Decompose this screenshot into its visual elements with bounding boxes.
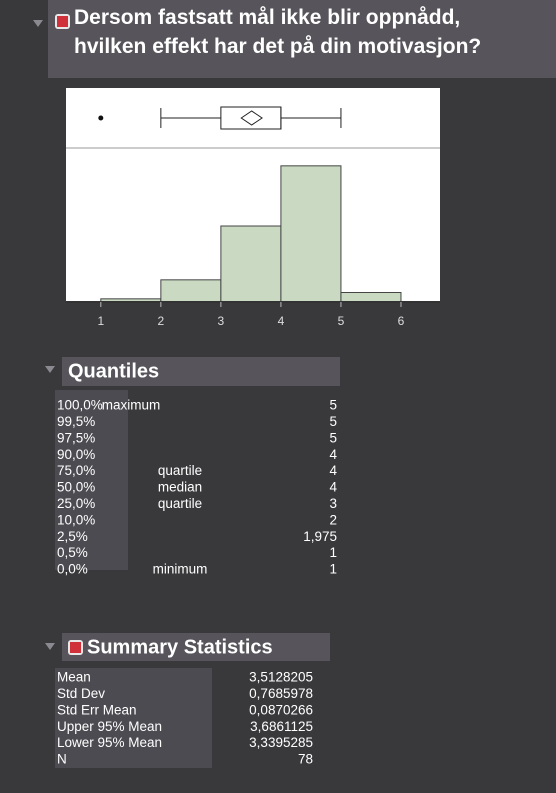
summary-header (62, 633, 330, 661)
summary-value: 3,3395285 (249, 735, 313, 750)
quantile-value: 4 (329, 480, 337, 495)
histogram-bar (160, 279, 222, 303)
x-tick-label: 6 (398, 314, 405, 328)
summary-name: N (57, 752, 67, 767)
quantile-value: 5 (329, 398, 337, 413)
x-tick-label: 3 (218, 314, 225, 328)
x-tick-label: 1 (97, 314, 104, 328)
summary-name: Mean (57, 670, 91, 685)
quantile-value: 1 (329, 562, 337, 577)
quantile-pct: 90,0% (57, 447, 95, 462)
summary-name: Std Dev (57, 686, 105, 701)
histogram-bar (340, 292, 402, 303)
disclosure[interactable] (45, 643, 55, 650)
histogram-bar (220, 225, 282, 303)
quantile-value: 1,975 (303, 529, 337, 544)
quantile-label: median (158, 480, 202, 495)
summary-col (55, 668, 212, 768)
summary-value: 78 (298, 752, 313, 767)
quantile-value: 1 (329, 545, 337, 560)
quantile-pct: 99,5% (57, 414, 95, 429)
quantiles-header (62, 357, 340, 386)
title-line: Dersom fastsatt mål ikke blir oppnådd, (74, 6, 460, 29)
quantile-label: quartile (158, 496, 202, 511)
quantile-label: minimum (153, 562, 208, 577)
summary-value: 0,0870266 (249, 702, 313, 717)
quantile-value: 5 (329, 430, 337, 445)
summary-value: 3,6861125 (250, 719, 313, 734)
outlier (98, 115, 104, 121)
title-line: hvilken effekt har det på din motivasjon… (74, 35, 481, 58)
summary-name: Lower 95% Mean (57, 735, 162, 750)
x-tick-label: 5 (338, 314, 345, 328)
quantile-pct: 0,0% (57, 562, 88, 577)
quantile-pct: 0,5% (57, 545, 88, 560)
quantile-pct: 25,0% (57, 496, 95, 511)
quantile-label: quartile (158, 463, 202, 478)
summary-value: 0,7685978 (249, 686, 313, 701)
mean-diamond (240, 110, 263, 126)
menu-icon-red (70, 642, 81, 653)
x-tick-label: 4 (278, 314, 285, 328)
quantile-value: 2 (329, 512, 337, 527)
summary-name: Upper 95% Mean (57, 719, 162, 734)
quantile-pct: 10,0% (57, 512, 95, 527)
summary-value: 3,5128205 (249, 670, 313, 685)
quantiles-title: Quantiles (68, 360, 159, 382)
title: Dersom fastsatt mål ikke blir oppnådd, hv… (74, 6, 481, 58)
disclosure[interactable] (33, 20, 43, 27)
quantile-value: 4 (329, 463, 337, 478)
menu-icon-red (57, 16, 68, 27)
disclosure[interactable] (45, 366, 55, 373)
x-tick-label: 2 (158, 314, 165, 328)
quantile-pct: 2,5% (57, 529, 88, 544)
quantile-pct: 100,0% (57, 398, 103, 413)
summary-name: Std Err Mean (57, 702, 137, 717)
quantile-value: 4 (329, 447, 337, 462)
quantile-pct: 75,0% (57, 463, 95, 478)
quantile-pct: 50,0% (57, 480, 95, 495)
quantile-value: 3 (329, 496, 337, 511)
quantile-col (55, 390, 128, 570)
quantile-pct: 97,5% (57, 430, 95, 445)
histogram-bar (280, 165, 342, 303)
quantile-label: maximum (102, 398, 161, 413)
quantile-value: 5 (329, 414, 337, 429)
title-box (48, 0, 556, 78)
summary-title: Summary Statistics (87, 636, 273, 658)
